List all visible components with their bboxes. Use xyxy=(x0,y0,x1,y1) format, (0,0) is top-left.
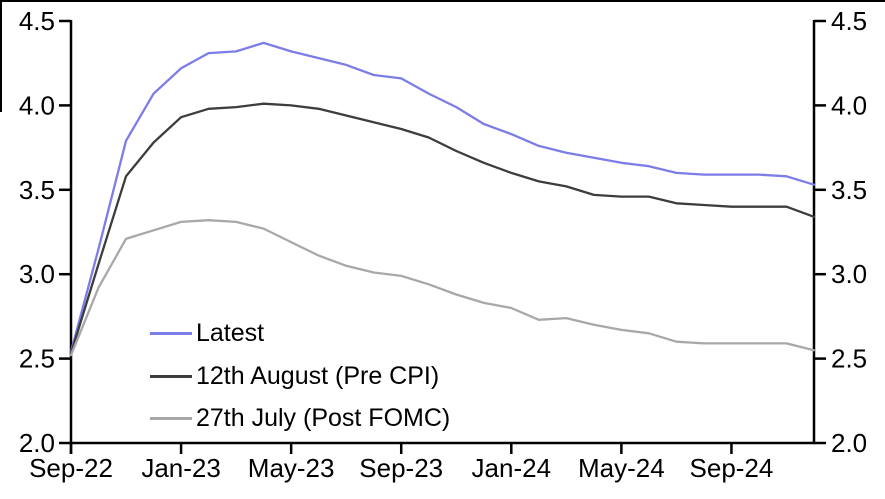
x-axis-tick-label: Sep-22 xyxy=(29,453,113,483)
window-border-top xyxy=(0,0,885,2)
y-axis-tick-label-right: 3.0 xyxy=(831,259,867,289)
legend-line-swatch xyxy=(150,416,192,420)
y-axis-tick-label-right: 4.5 xyxy=(831,6,867,36)
y-axis-tick-label-left: 2.5 xyxy=(19,344,55,374)
legend-item-latest: Latest xyxy=(150,317,264,349)
y-axis-tick-label-right: 2.5 xyxy=(831,344,867,374)
legend-label: 27th July (Post FOMC) xyxy=(196,404,451,432)
x-axis-tick-label: May-23 xyxy=(248,453,335,483)
y-axis-tick-label-right: 2.0 xyxy=(831,428,867,458)
x-axis-tick-label: May-24 xyxy=(578,453,665,483)
x-axis-tick-label: Sep-24 xyxy=(690,453,774,483)
y-axis-tick-label-left: 3.0 xyxy=(19,259,55,289)
x-axis-tick-label: Sep-23 xyxy=(359,453,443,483)
series-line-12th-august-pre-cpi- xyxy=(69,102,816,355)
y-axis-tick-label-right: 3.5 xyxy=(831,175,867,205)
legend-line-swatch xyxy=(150,374,192,378)
legend-item-pre-cpi: 12th August (Pre CPI) xyxy=(150,360,439,392)
y-axis-tick-label-left: 2.0 xyxy=(19,428,55,458)
window-border-left xyxy=(0,0,2,112)
legend-line-swatch xyxy=(150,331,192,335)
x-axis-tick-label: Jan-24 xyxy=(472,453,552,483)
legend-item-post-fomc: 27th July (Post FOMC) xyxy=(150,402,450,434)
x-axis-tick-label: Jan-23 xyxy=(141,453,221,483)
y-axis-tick-label-left: 4.5 xyxy=(19,6,55,36)
y-axis-tick-label-left: 4.0 xyxy=(19,90,55,120)
series-line-27th-july-post-fomc- xyxy=(69,219,816,357)
legend-label: 12th August (Pre CPI) xyxy=(196,362,440,390)
series-line-latest xyxy=(69,41,816,353)
legend-label: Latest xyxy=(196,319,265,347)
y-axis-tick-label-left: 3.5 xyxy=(19,175,55,205)
y-axis-tick-label-right: 4.0 xyxy=(831,90,867,120)
